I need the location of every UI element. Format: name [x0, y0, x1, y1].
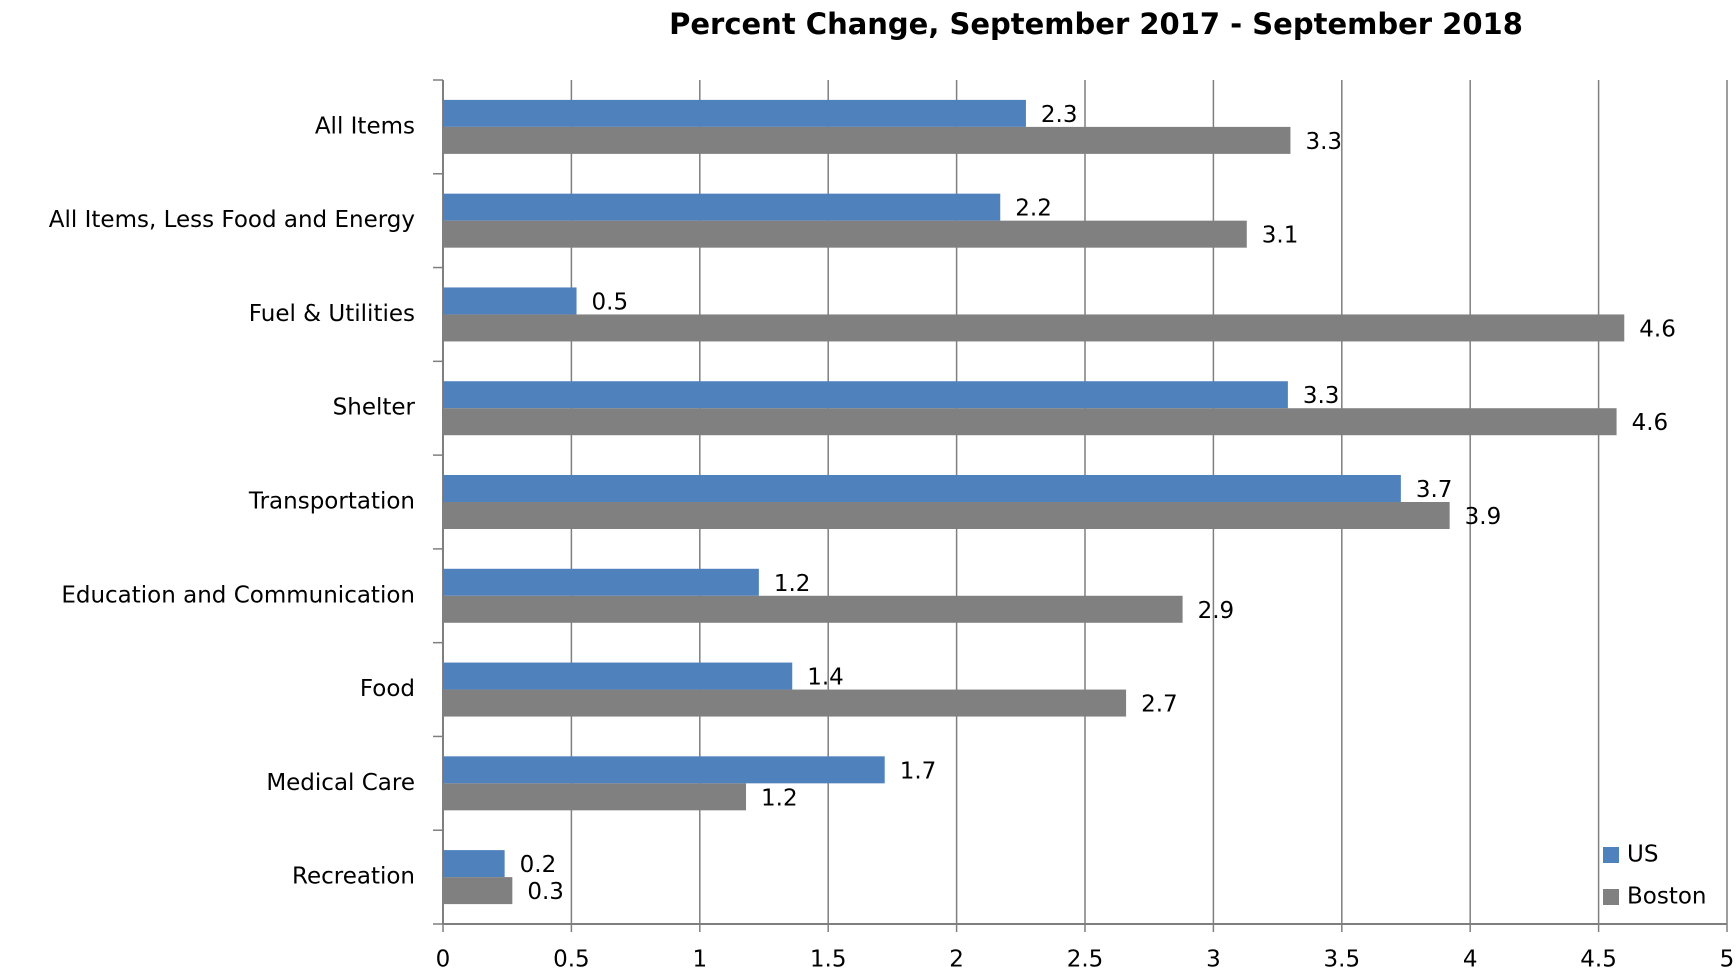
bar — [443, 220, 1247, 248]
x-tick-label: 3 — [1206, 947, 1221, 971]
x-tick-label: 4 — [1463, 947, 1478, 971]
y-tick-label: Shelter — [333, 395, 416, 421]
value-label: 0.3 — [527, 879, 564, 905]
value-label: 0.5 — [592, 289, 629, 315]
value-label: 1.4 — [807, 665, 844, 691]
y-tick-label: Transportation — [248, 489, 415, 515]
bar — [443, 475, 1401, 502]
bar — [443, 99, 1026, 127]
value-label: 3.3 — [1305, 129, 1342, 155]
bar — [443, 662, 793, 690]
chart-title: Percent Change, September 2017 - Septemb… — [669, 7, 1523, 41]
y-tick-label: Medical Care — [266, 770, 415, 796]
legend-label: Boston — [1627, 884, 1707, 910]
bar — [443, 287, 577, 315]
legend-swatch — [1603, 847, 1619, 863]
value-label: 1.2 — [761, 785, 798, 811]
value-label: 1.7 — [900, 758, 937, 784]
bar — [443, 126, 1291, 154]
bar — [443, 568, 759, 596]
y-tick-label: Recreation — [292, 864, 415, 890]
x-tick-label: 2.5 — [1067, 947, 1104, 971]
value-label: 3.7 — [1416, 477, 1453, 503]
value-label: 0.2 — [520, 852, 557, 878]
value-label: 2.7 — [1141, 692, 1178, 718]
bar — [443, 850, 505, 878]
value-label: 2.2 — [1015, 196, 1052, 222]
x-tick-label: 5 — [1720, 947, 1735, 971]
x-tick-label: 4.5 — [1580, 947, 1617, 971]
value-label: 3.1 — [1262, 223, 1299, 249]
x-tick-label: 0.5 — [553, 947, 590, 971]
bar — [443, 877, 513, 905]
x-tick-label: 1 — [692, 947, 707, 971]
bar — [443, 689, 1127, 717]
y-tick-label: Education and Communication — [61, 582, 415, 608]
bar — [443, 193, 1001, 221]
y-tick-label: Fuel & Utilities — [249, 301, 415, 327]
x-tick-label: 1.5 — [810, 947, 847, 971]
bar — [443, 314, 1625, 342]
value-label: 4.6 — [1639, 316, 1676, 342]
bar — [443, 756, 885, 784]
value-label: 3.9 — [1465, 504, 1502, 530]
bar — [443, 783, 747, 811]
bar — [443, 595, 1183, 623]
legend-swatch — [1603, 889, 1619, 905]
y-tick-label: All Items — [315, 113, 415, 139]
legend-label: US — [1627, 842, 1658, 868]
bar — [443, 381, 1288, 409]
value-label: 2.3 — [1041, 102, 1078, 128]
x-tick-label: 0 — [436, 947, 451, 971]
bar — [443, 502, 1450, 529]
value-label: 3.3 — [1303, 383, 1340, 409]
value-label: 1.2 — [774, 571, 811, 597]
x-tick-label: 3.5 — [1324, 947, 1361, 971]
bar — [443, 408, 1617, 436]
y-tick-label: Food — [360, 676, 415, 702]
y-tick-label: All Items, Less Food and Energy — [49, 207, 415, 233]
value-label: 2.9 — [1198, 598, 1235, 624]
value-label: 4.6 — [1632, 410, 1669, 436]
x-tick-label: 2 — [949, 947, 964, 971]
